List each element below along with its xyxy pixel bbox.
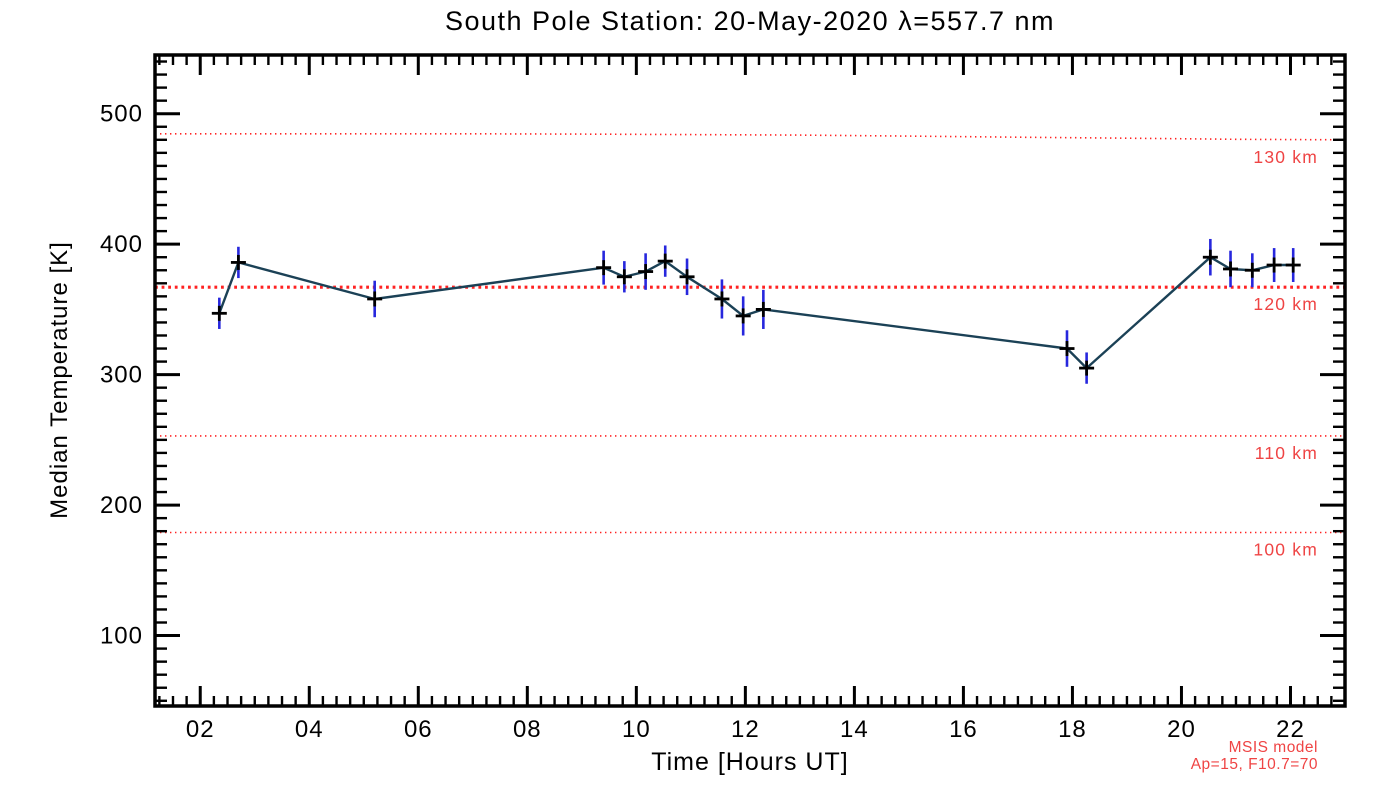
x-tick-label: 08 bbox=[513, 716, 542, 743]
y-tick-label: 300 bbox=[100, 362, 143, 389]
model-line-label-120-km: 120 km bbox=[1253, 294, 1318, 314]
y-tick-label: 200 bbox=[100, 492, 143, 519]
msis-model-label: MSIS model bbox=[1228, 739, 1318, 756]
x-tick-label: 06 bbox=[404, 716, 433, 743]
x-tick-label: 16 bbox=[949, 716, 978, 743]
model-line-130-km bbox=[155, 133, 1346, 141]
x-tick-label: 02 bbox=[186, 716, 215, 743]
chart-title: South Pole Station: 20-May-2020 λ=557.7 … bbox=[444, 6, 1056, 36]
y-tick-label: 400 bbox=[100, 231, 143, 258]
model-line-label-130-km: 130 km bbox=[1253, 147, 1318, 167]
x-tick-label: 18 bbox=[1058, 716, 1087, 743]
model-line-label-100-km: 100 km bbox=[1253, 539, 1318, 559]
axes-frame bbox=[153, 53, 1347, 708]
y-axis-label: Median Temperature [K] bbox=[46, 241, 73, 519]
series-line-median-temperature bbox=[218, 256, 1294, 370]
x-tick-label: 12 bbox=[731, 716, 760, 743]
y-tick-label: 500 bbox=[100, 101, 143, 128]
x-tick-label: 20 bbox=[1167, 716, 1196, 743]
x-axis-label: Time [Hours UT] bbox=[651, 748, 849, 776]
msis-params-label: Ap=15, F10.7=70 bbox=[1190, 756, 1318, 773]
msis-annotation: MSIS model Ap=15, F10.7=70 bbox=[1191, 739, 1318, 773]
x-tick-label: 04 bbox=[295, 716, 324, 743]
x-tick-label: 10 bbox=[622, 716, 651, 743]
model-line-label-110-km: 110 km bbox=[1255, 443, 1318, 463]
y-tick-label: 100 bbox=[100, 623, 143, 650]
x-tick-label: 22 bbox=[1276, 716, 1305, 743]
x-tick-label: 14 bbox=[840, 716, 869, 743]
